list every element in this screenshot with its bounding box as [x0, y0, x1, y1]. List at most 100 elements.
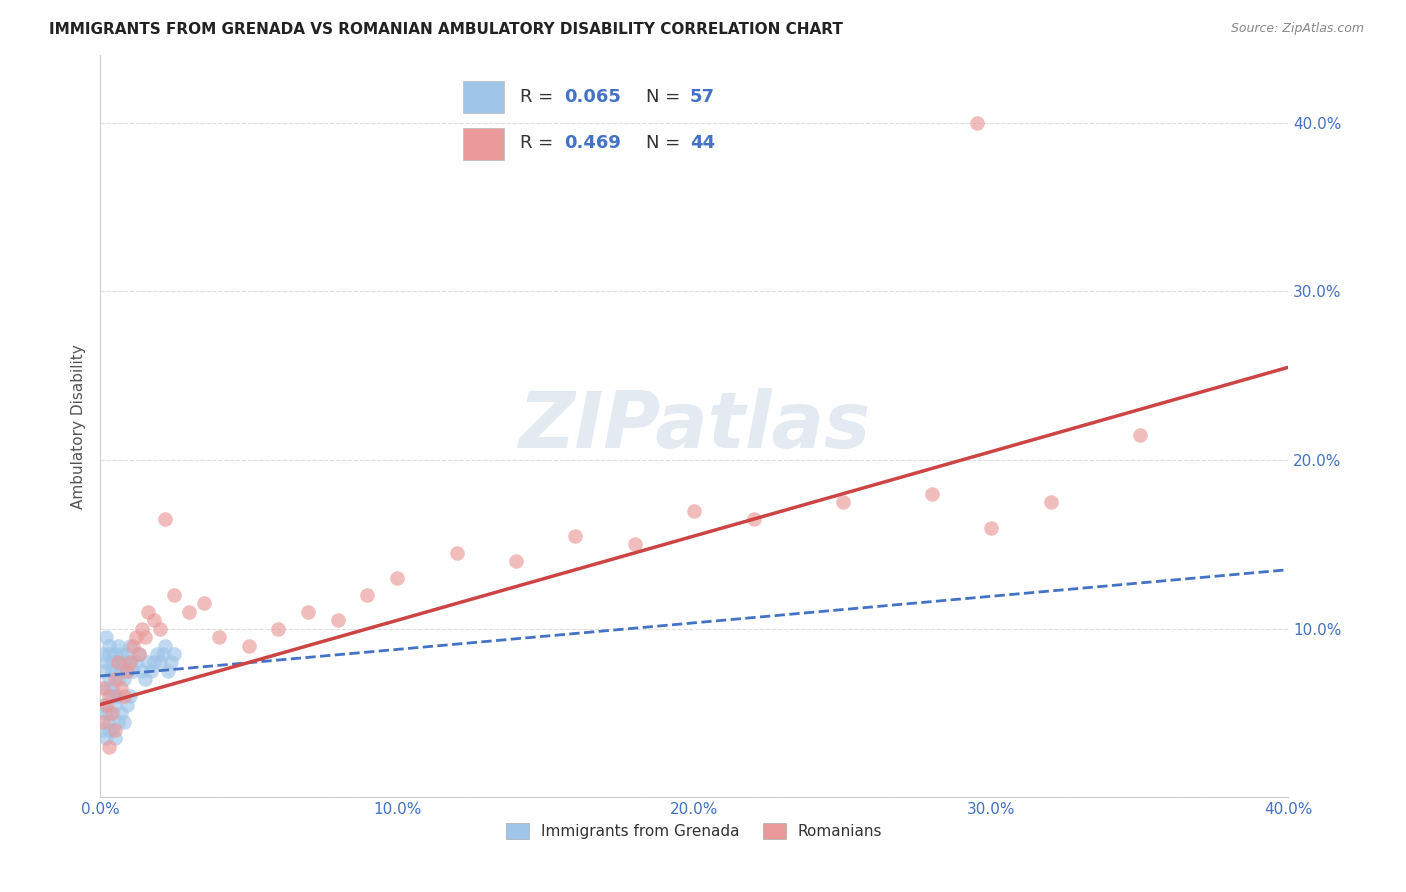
- Point: [110, 681, 132, 695]
- Point: [142, 656, 165, 670]
- Point: [142, 613, 165, 627]
- Point: [94, 698, 117, 712]
- Point: [387, 571, 409, 585]
- Point: [94, 706, 117, 720]
- Point: [104, 664, 127, 678]
- Point: [118, 690, 141, 704]
- Point: [91, 723, 114, 737]
- Point: [91, 714, 114, 729]
- Point: [683, 503, 706, 517]
- Point: [624, 537, 647, 551]
- Point: [238, 639, 260, 653]
- Point: [101, 664, 124, 678]
- Point: [104, 723, 127, 737]
- Point: [980, 520, 1002, 534]
- Point: [107, 714, 129, 729]
- Point: [94, 656, 117, 670]
- Point: [179, 605, 201, 619]
- Point: [160, 656, 183, 670]
- Point: [297, 605, 319, 619]
- Point: [125, 656, 148, 670]
- Point: [101, 723, 124, 737]
- Point: [98, 673, 121, 687]
- Point: [112, 714, 135, 729]
- Point: [155, 512, 177, 526]
- Point: [152, 647, 174, 661]
- Point: [446, 546, 468, 560]
- Point: [98, 690, 121, 704]
- Point: [98, 639, 121, 653]
- Point: [121, 664, 143, 678]
- Point: [134, 630, 156, 644]
- Point: [91, 681, 114, 695]
- Point: [110, 647, 132, 661]
- Point: [112, 673, 135, 687]
- Point: [145, 647, 167, 661]
- Point: [115, 647, 138, 661]
- Point: [125, 630, 148, 644]
- Point: [326, 613, 349, 627]
- Point: [94, 630, 117, 644]
- Point: [118, 656, 141, 670]
- Point: [115, 698, 138, 712]
- Point: [91, 698, 114, 712]
- Point: [107, 656, 129, 670]
- Point: [104, 731, 127, 746]
- Point: [131, 622, 153, 636]
- Point: [1039, 495, 1062, 509]
- Point: [98, 739, 121, 754]
- Point: [112, 656, 135, 670]
- Point: [136, 656, 159, 670]
- Point: [966, 115, 988, 129]
- Point: [104, 690, 127, 704]
- Point: [104, 698, 127, 712]
- Point: [104, 673, 127, 687]
- Y-axis label: Ambulatory Disability: Ambulatory Disability: [72, 344, 86, 508]
- Point: [139, 664, 162, 678]
- Point: [128, 647, 150, 661]
- Point: [115, 664, 138, 678]
- Point: [163, 588, 186, 602]
- Point: [118, 639, 141, 653]
- Point: [128, 647, 150, 661]
- Point: [1129, 427, 1152, 442]
- Text: ZIPatlas: ZIPatlas: [519, 388, 870, 465]
- Point: [101, 690, 124, 704]
- Point: [98, 706, 121, 720]
- Point: [107, 673, 129, 687]
- Point: [157, 664, 180, 678]
- Point: [921, 487, 943, 501]
- Point: [112, 690, 135, 704]
- Point: [155, 639, 177, 653]
- Point: [91, 647, 114, 661]
- Point: [101, 656, 124, 670]
- Text: IMMIGRANTS FROM GRENADA VS ROMANIAN AMBULATORY DISABILITY CORRELATION CHART: IMMIGRANTS FROM GRENADA VS ROMANIAN AMBU…: [49, 22, 844, 37]
- Point: [101, 681, 124, 695]
- Point: [115, 664, 138, 678]
- Legend: Immigrants from Grenada, Romanians: Immigrants from Grenada, Romanians: [501, 817, 889, 846]
- Point: [98, 647, 121, 661]
- Point: [110, 664, 132, 678]
- Point: [110, 706, 132, 720]
- Point: [163, 647, 186, 661]
- Point: [131, 664, 153, 678]
- Point: [107, 656, 129, 670]
- Point: [94, 731, 117, 746]
- Point: [505, 554, 527, 568]
- Point: [104, 647, 127, 661]
- Point: [148, 656, 170, 670]
- Point: [121, 639, 143, 653]
- Point: [98, 714, 121, 729]
- Point: [193, 596, 215, 610]
- Point: [91, 664, 114, 678]
- Point: [742, 512, 765, 526]
- Point: [118, 656, 141, 670]
- Point: [101, 706, 124, 720]
- Point: [208, 630, 231, 644]
- Point: [267, 622, 290, 636]
- Point: [94, 681, 117, 695]
- Point: [148, 622, 170, 636]
- Point: [356, 588, 378, 602]
- Point: [107, 690, 129, 704]
- Point: [98, 723, 121, 737]
